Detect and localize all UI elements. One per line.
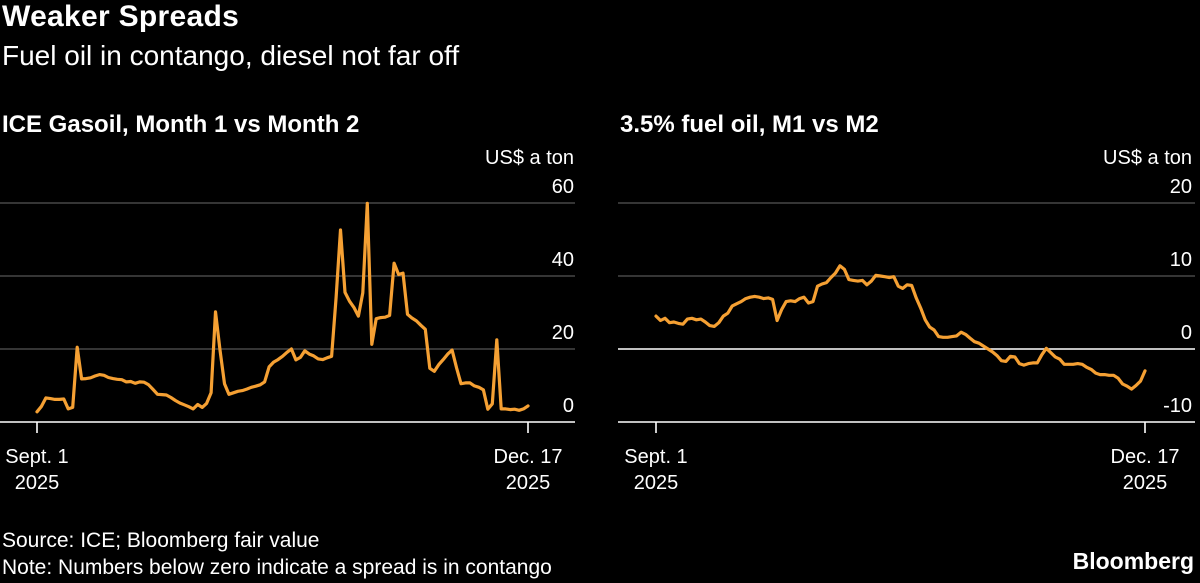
fueloil-unit-label: US$ a ton: [1103, 147, 1192, 169]
contango-note: Note: Numbers below zero indicate a spre…: [2, 556, 552, 579]
gasoil-panel-title: ICE Gasoil, Month 1 vs Month 2: [2, 111, 360, 138]
bloomberg-logo: Bloomberg: [1072, 548, 1194, 574]
source-note: Source: ICE; Bloomberg fair value: [2, 529, 320, 552]
gasoil-y-tick-label: 60: [552, 176, 574, 198]
fueloil-y-tick-label: -10: [1163, 395, 1192, 417]
gasoil-x-tick-label: Sept. 1: [5, 446, 68, 468]
fueloil-x-tick-label: Dec. 17: [1111, 446, 1180, 468]
fueloil-y-tick-label: 20: [1170, 176, 1192, 198]
gasoil-series-line: [35, 201, 530, 414]
gasoil-y-tick-label: 20: [552, 322, 574, 344]
fueloil-panel-title: 3.5% fuel oil, M1 vs M2: [620, 111, 879, 138]
chart-subtitle: Fuel oil in contango, diesel not far off: [2, 40, 460, 71]
gasoil-y-tick-label: 0: [563, 395, 574, 417]
fueloil-y-tick-label: 10: [1170, 249, 1192, 271]
gasoil-x-tick-year: 2025: [15, 472, 60, 494]
chart-title: Weaker Spreads: [2, 0, 240, 33]
fueloil-x-tick-label: Sept. 1: [624, 446, 687, 468]
fueloil-x-tick-year: 2025: [1123, 472, 1168, 494]
gasoil-x-tick-label: Dec. 17: [494, 446, 563, 468]
fueloil-x-tick-year: 2025: [634, 472, 679, 494]
gasoil-unit-label: US$ a ton: [485, 147, 574, 169]
fueloil-y-tick-label: 0: [1181, 322, 1192, 344]
gasoil-x-tick-year: 2025: [506, 472, 551, 494]
fueloil-series-line: [654, 264, 1147, 391]
gasoil-y-tick-label: 40: [552, 249, 574, 271]
